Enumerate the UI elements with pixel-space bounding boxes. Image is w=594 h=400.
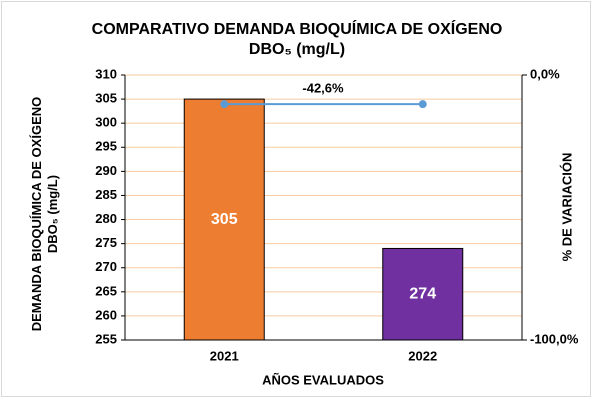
- x-tick-label: 2022: [408, 348, 437, 363]
- y2-axis-label: % DE VARIACIÓN: [559, 153, 574, 262]
- chart-title: COMPARATIVO DEMANDA BIOQUÍMICA DE OXÍGEN…: [91, 21, 503, 58]
- y2-tick-label: -100,0%: [530, 331, 579, 346]
- y-tick-label: 255: [95, 331, 117, 346]
- x-axis-label: AÑOS EVALUADOS: [262, 372, 384, 387]
- data-label: 274: [409, 285, 436, 302]
- y-tick-label: 265: [95, 283, 117, 298]
- bar: [183, 98, 265, 341]
- variation-point: [418, 100, 427, 109]
- y-tick-label: 305: [95, 91, 117, 106]
- y-tick-label: 300: [95, 115, 117, 130]
- y-tick-label: 285: [95, 187, 117, 202]
- x-tick-label: 2021: [210, 348, 239, 363]
- y2-tick-label: 0,0%: [530, 66, 560, 81]
- y-tick-label: 275: [95, 235, 117, 250]
- annotation: -42,6%: [302, 80, 344, 95]
- y-tick-label: 290: [95, 163, 117, 178]
- variation-point: [220, 100, 229, 109]
- y-tick-label: 310: [95, 66, 117, 81]
- data-label: 305: [211, 211, 238, 228]
- y-tick-label: 270: [95, 259, 117, 274]
- y-tick-label: 280: [95, 211, 117, 226]
- y-tick-label: 260: [95, 307, 117, 322]
- y-axis-label: DEMANDA BIOQUÍMICA DE OXÍGENO DBO₅ (mg/L…: [29, 96, 60, 332]
- y-tick-label: 295: [95, 139, 117, 154]
